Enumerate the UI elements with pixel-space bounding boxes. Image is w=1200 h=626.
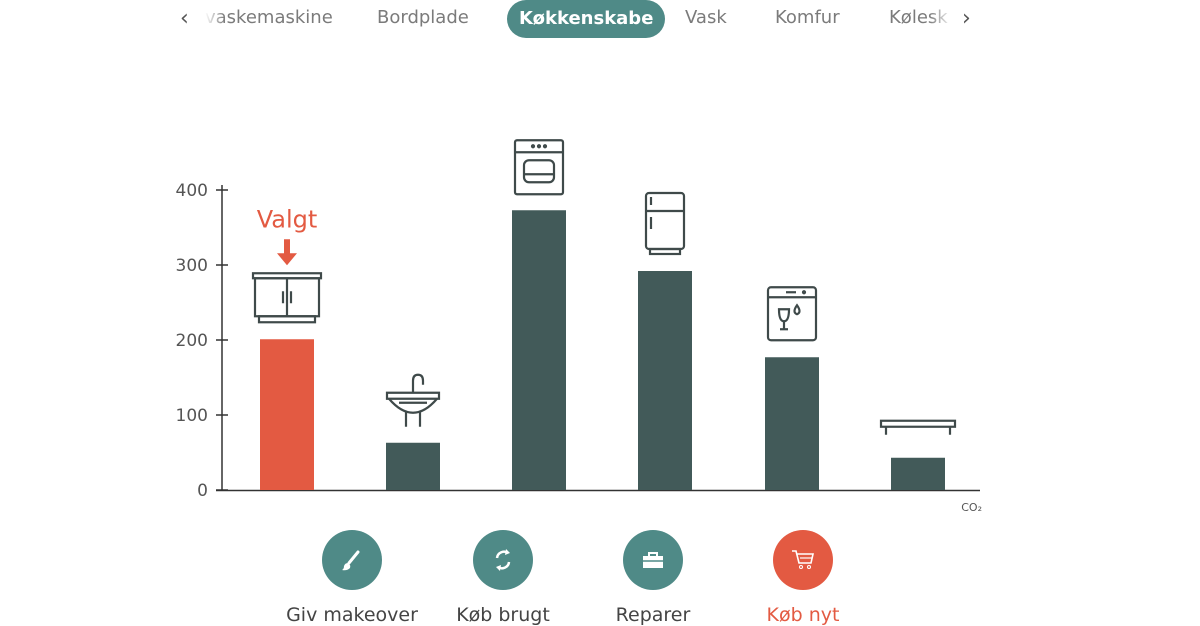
countertop-icon — [879, 419, 957, 435]
action-label: Giv makeover — [286, 604, 418, 626]
bar-bordplade[interactable] — [891, 457, 945, 490]
paintbrush-icon — [322, 530, 382, 590]
cart-icon — [773, 530, 833, 590]
action-paintbrush-button[interactable]: Giv makeover — [272, 530, 432, 626]
action-label: Reparer — [615, 604, 691, 626]
y-tick-label: 300 — [176, 256, 208, 276]
bar-opvaskemaskine[interactable] — [765, 357, 819, 490]
chevron-right-icon[interactable]: › — [962, 6, 971, 31]
y-tick-label: 0 — [197, 481, 208, 501]
category-tabs: ‹ vaskemaskine Bordplade Køkkenskabe Vas… — [0, 0, 1200, 40]
toolbox-icon — [623, 530, 683, 590]
arrow-down-icon — [277, 239, 297, 266]
chevron-left-icon[interactable]: ‹ — [180, 6, 189, 31]
bar-vask[interactable] — [386, 442, 440, 490]
action-refresh-button[interactable]: Køb brugt — [423, 530, 583, 626]
refresh-icon — [473, 530, 533, 590]
cabinet-icon — [251, 272, 323, 324]
action-label: Køb brugt — [456, 604, 550, 626]
bar-komfur[interactable] — [512, 210, 566, 490]
action-cart-button[interactable]: Køb nyt — [723, 530, 883, 626]
bar-køkkenskabe[interactable] — [260, 339, 314, 490]
tab-kokkenskabe[interactable]: Køkkenskabe — [507, 0, 666, 38]
fridge-icon — [644, 191, 686, 256]
x-axis-label: CO₂ — [961, 501, 982, 514]
y-tick-label: 200 — [176, 331, 208, 351]
stove-icon — [513, 139, 565, 196]
tab-komfur[interactable]: Komfur — [775, 7, 840, 28]
dishwasher-icon — [766, 286, 818, 342]
action-label: Køb nyt — [766, 604, 840, 626]
tab-bordplade[interactable]: Bordplade — [377, 7, 469, 28]
tab-opvaskemaskine[interactable]: vaskemaskine — [205, 7, 333, 28]
co2-bar-chart: 0 100 200 300 400 CO₂ Valgt — [176, 139, 982, 514]
tab-koleskab[interactable]: Kølesk — [889, 7, 948, 28]
y-tick-label: 400 — [176, 181, 208, 201]
action-toolbox-button[interactable]: Reparer — [573, 530, 733, 626]
selected-label: Valgt — [257, 205, 318, 233]
tab-vask[interactable]: Vask — [685, 7, 727, 28]
y-tick-label: 100 — [176, 406, 208, 426]
bar-køleskab[interactable] — [638, 271, 692, 490]
sink-icon — [385, 373, 441, 427]
